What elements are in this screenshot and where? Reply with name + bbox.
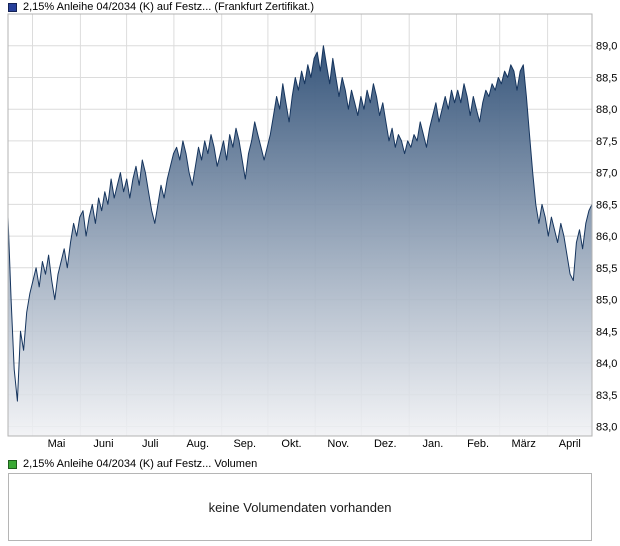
y-axis-label: 85,5 bbox=[596, 263, 617, 275]
y-axis-label: 87,5 bbox=[596, 136, 617, 148]
y-axis-label: 87,0 bbox=[596, 168, 617, 180]
y-axis-label: 86,5 bbox=[596, 199, 617, 211]
x-axis-label: Dez. bbox=[374, 438, 397, 450]
price-chart: 83,0 83,5 84,0 84,5 85,0 85,5 86,0 86,5 87,0 87,5… bbox=[7, 13, 617, 450]
x-axis-label: Mai bbox=[48, 438, 66, 450]
y-axis-label: 89,0 bbox=[596, 41, 617, 53]
volume-empty-message: keine Volumendaten vorhanden bbox=[208, 499, 392, 515]
y-axis-label: 86,0 bbox=[596, 231, 617, 243]
volume-legend: 2,15% Anleihe 04/2034 (K) auf Festz... V… bbox=[8, 459, 257, 470]
price-legend: 2,15% Anleihe 04/2034 (K) auf Festz... (… bbox=[8, 2, 314, 13]
y-axis-label: 83,5 bbox=[596, 390, 617, 402]
x-axis-label: Sep. bbox=[233, 438, 256, 450]
volume-legend-label: 2,15% Anleihe 04/2034 (K) auf Festz... V… bbox=[23, 458, 258, 470]
price-line bbox=[7, 45, 593, 402]
x-axis-label: Juni bbox=[93, 438, 113, 450]
y-axis-label: 84,0 bbox=[596, 358, 617, 370]
x-axis-label: Aug. bbox=[186, 438, 209, 450]
price-area bbox=[8, 45, 592, 436]
volume-panel: keine Volumendaten vorhanden bbox=[8, 473, 592, 541]
y-axis-label: 84,5 bbox=[596, 326, 617, 338]
x-axis-label: April bbox=[559, 438, 581, 450]
y-axis-label: 88,0 bbox=[596, 104, 617, 116]
y-axis-label: 83,0 bbox=[596, 422, 617, 434]
price-legend-label: 2,15% Anleihe 04/2034 (K) auf Festz... (… bbox=[23, 1, 315, 13]
x-axis-label: März bbox=[511, 438, 535, 450]
y-axis-label: 88,5 bbox=[596, 73, 617, 85]
volume-series-swatch-icon bbox=[8, 460, 17, 469]
plot-border bbox=[7, 13, 593, 437]
x-axis-label: Feb. bbox=[467, 438, 489, 450]
x-axis-label: Jan. bbox=[423, 438, 444, 450]
price-series-swatch-icon bbox=[8, 3, 17, 12]
x-axis-label: Juli bbox=[142, 438, 159, 450]
x-axis-label: Nov. bbox=[327, 438, 349, 450]
y-axis-label: 85,0 bbox=[596, 295, 617, 307]
x-axis-label: Okt. bbox=[281, 438, 301, 450]
